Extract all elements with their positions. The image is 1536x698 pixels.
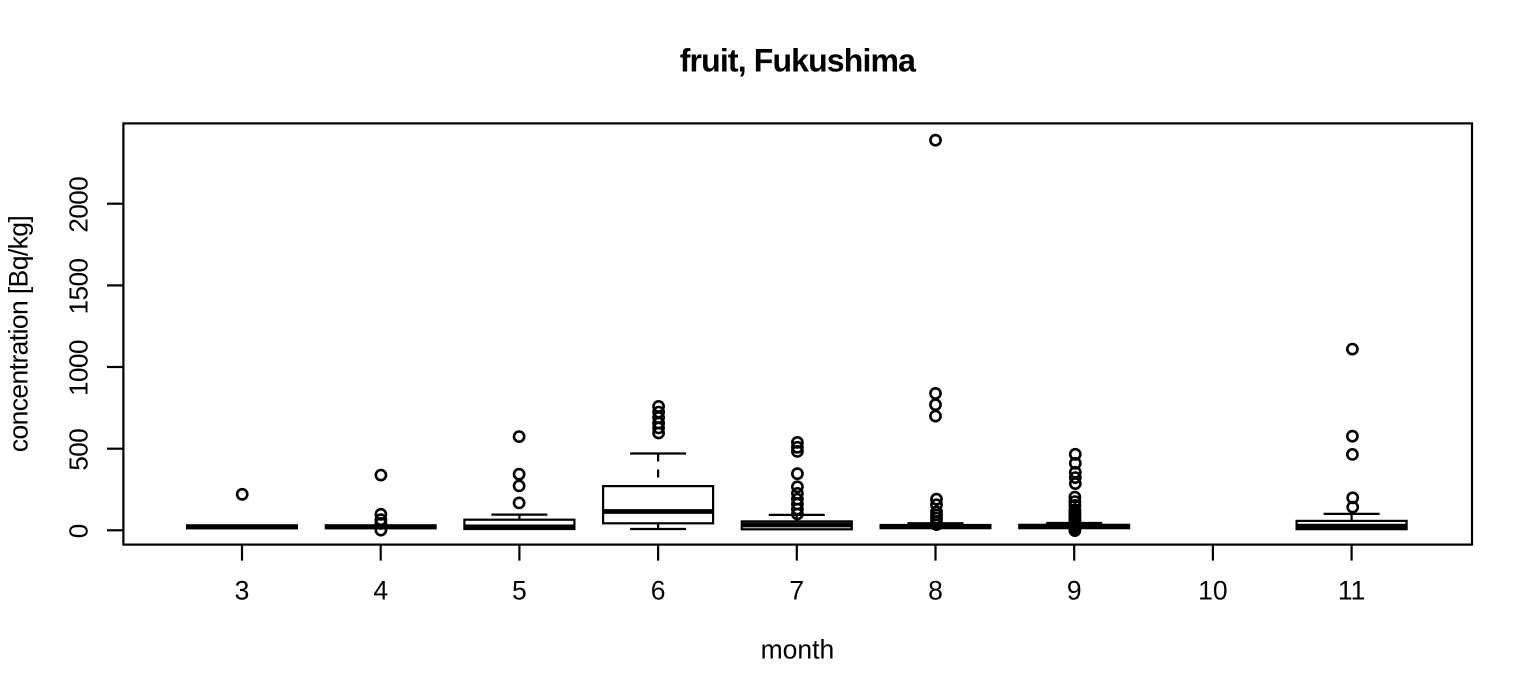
svg-text:1500: 1500 xyxy=(64,258,94,314)
svg-text:1000: 1000 xyxy=(64,340,94,396)
svg-text:concentration [Bq/kg]: concentration [Bq/kg] xyxy=(4,216,34,452)
svg-text:2000: 2000 xyxy=(64,177,94,233)
svg-text:10: 10 xyxy=(1198,576,1227,606)
svg-text:7: 7 xyxy=(789,576,804,606)
svg-text:9: 9 xyxy=(1067,576,1082,606)
svg-text:500: 500 xyxy=(64,429,94,471)
svg-text:4: 4 xyxy=(373,576,388,606)
svg-text:5: 5 xyxy=(512,576,527,606)
svg-text:8: 8 xyxy=(928,576,943,606)
svg-text:fruit, Fukushima: fruit, Fukushima xyxy=(680,43,916,79)
svg-text:6: 6 xyxy=(651,576,666,606)
svg-text:month: month xyxy=(761,634,835,664)
svg-text:0: 0 xyxy=(64,524,94,538)
svg-text:3: 3 xyxy=(235,576,250,606)
svg-text:11: 11 xyxy=(1338,576,1366,606)
